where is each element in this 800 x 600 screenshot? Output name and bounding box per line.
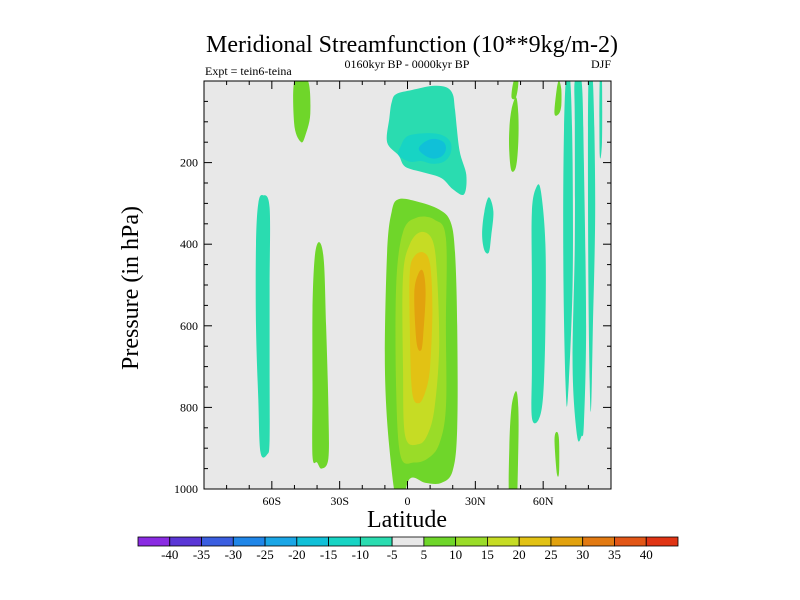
x-tick-label: 60N xyxy=(533,494,554,508)
season-label: DJF xyxy=(591,57,611,71)
y-tick-label: 600 xyxy=(180,319,198,333)
colorbar-label: 40 xyxy=(640,547,653,562)
contour-region-north-lower-narrow-positive xyxy=(554,431,560,477)
colorbar-label: -15 xyxy=(320,547,337,562)
colorbar-label: 5 xyxy=(421,547,428,562)
colorbar-label: 30 xyxy=(576,547,589,562)
experiment-label: Expt = tein6-teina xyxy=(205,64,292,78)
contour-region-north-polar-band-d xyxy=(599,81,603,159)
colorbar-swatch xyxy=(328,536,361,547)
contour-region-north-small-negative xyxy=(482,197,494,254)
contour-region-north-lower-positive xyxy=(508,391,519,489)
y-axis-label: Pressure (in hPa) xyxy=(118,206,144,370)
colorbar-swatch xyxy=(614,536,647,547)
colorbar-swatch xyxy=(391,536,425,547)
y-tick-label: 400 xyxy=(180,237,198,251)
colorbar-swatch xyxy=(423,536,457,547)
chart-title: Meridional Streamfunction (10**9kg/m-2) xyxy=(206,32,618,58)
colorbar-label: -30 xyxy=(225,547,242,562)
colorbar-label: -10 xyxy=(352,547,369,562)
colorbar-label: -5 xyxy=(387,547,398,562)
colorbar-swatch xyxy=(487,536,520,547)
colorbar-swatch xyxy=(359,536,393,547)
colorbar-swatch xyxy=(137,536,171,547)
colorbar-swatch xyxy=(201,536,234,547)
contour-region-tropical-cell-25 xyxy=(414,269,426,351)
contour-region-south-band-positive xyxy=(312,242,329,469)
colorbar-swatch xyxy=(169,536,202,547)
colorbar-label: 10 xyxy=(449,547,462,562)
contour-region-north-polar-band-c xyxy=(587,81,596,412)
time-range-label: 0160kyr BP - 0000kyr BP xyxy=(345,57,470,71)
colorbar-label: 25 xyxy=(544,547,557,562)
colorbar-swatch xyxy=(296,536,329,547)
colorbar-label: 20 xyxy=(513,547,526,562)
x-axis-label: Latitude xyxy=(367,507,447,533)
colorbar-swatch xyxy=(455,536,488,547)
contour-region-midlat-south-band xyxy=(255,195,271,458)
colorbar-swatch xyxy=(550,536,584,547)
x-tick-label: 60S xyxy=(262,494,281,508)
contour-region-north-polar-band-b xyxy=(572,81,587,442)
contour-region-south-polar-upper-band xyxy=(293,81,311,143)
contour-region-north-mid-negative xyxy=(531,184,546,424)
y-tick-label: 200 xyxy=(180,156,198,170)
colorbar-label: -35 xyxy=(193,547,210,562)
y-tick-label: 800 xyxy=(180,400,198,414)
contour-region-north-upper-narrow-positive xyxy=(554,81,562,116)
x-tick-label: 0 xyxy=(405,494,411,508)
colorbar-label: -20 xyxy=(288,547,305,562)
colorbar-swatch xyxy=(582,536,615,547)
colorbar-label: -40 xyxy=(161,547,178,562)
colorbar-swatch xyxy=(518,536,552,547)
colorbar: -40 -35 -30 -25 -20 -15 -10 -5 5 10 15 20 25 30 35 40 xyxy=(137,536,679,562)
x-tick-label: 30S xyxy=(330,494,349,508)
x-axis-ticks: 60S 30S 0 30N 60N xyxy=(226,81,589,508)
colorbar-swatch xyxy=(645,536,679,547)
colorbar-swatch xyxy=(264,536,298,547)
contour-region-north-polar-band-a xyxy=(563,81,573,407)
y-tick-label: 1000 xyxy=(174,482,198,496)
colorbar-label: 35 xyxy=(608,547,621,562)
contour-region-upper-tropical-cell-core xyxy=(418,138,447,159)
contour-region-north-upper-positive xyxy=(509,97,519,172)
y-axis-ticks: 200 400 600 800 1000 xyxy=(174,100,611,496)
x-tick-label: 30N xyxy=(465,494,486,508)
contour-regions xyxy=(255,81,603,489)
contour-region-north-small-top-positive xyxy=(511,81,519,100)
colorbar-swatch xyxy=(232,536,266,547)
colorbar-label: 15 xyxy=(481,547,494,562)
colorbar-label: -25 xyxy=(256,547,273,562)
